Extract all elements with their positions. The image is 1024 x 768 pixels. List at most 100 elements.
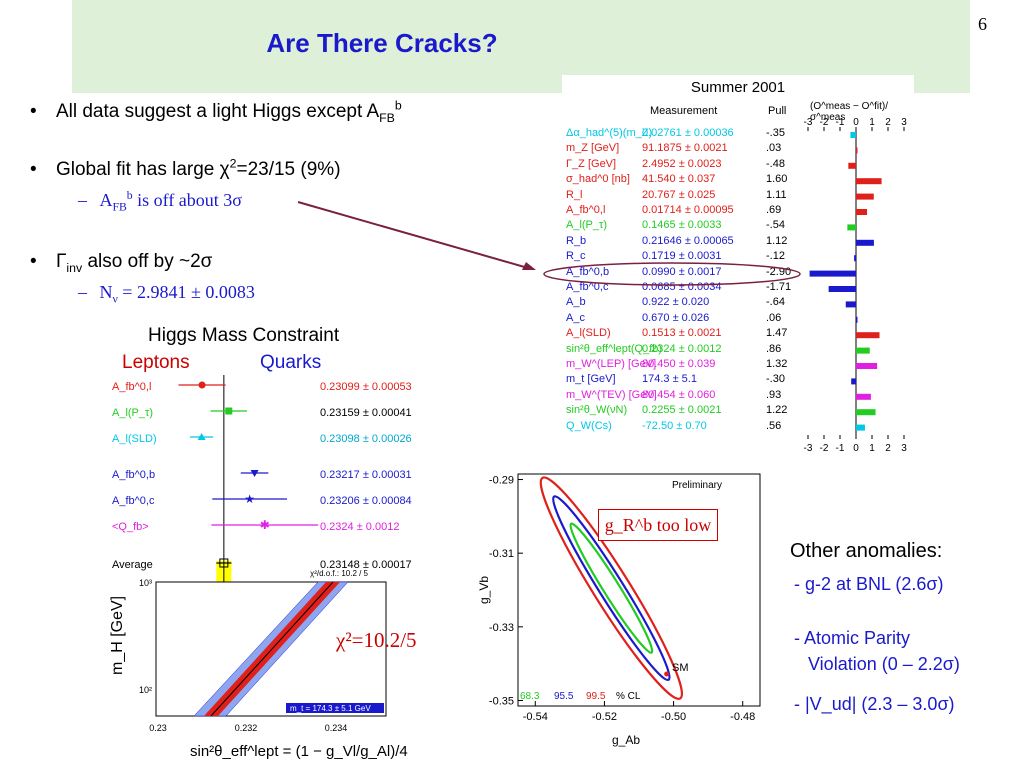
contour-xtick-label: -0.52: [592, 711, 617, 723]
pull-bar: [856, 178, 882, 185]
summer-row-value: 0.21646 ± 0.00065: [642, 234, 734, 247]
pull-axis-tick-bottom: 3: [901, 443, 907, 454]
subbullet-2: – Nν = 2.9841 ± 0.0083: [78, 281, 255, 306]
higgs-marker: [225, 407, 233, 415]
pull-bar: [851, 378, 856, 385]
chi2-dof-label: χ²/d.o.f.: 10.2 / 5: [310, 569, 369, 578]
higgs-marker: ★: [244, 492, 255, 506]
pull-bar: [850, 132, 856, 138]
subbullet-2-text: N: [99, 282, 113, 302]
higgs-row: A_fb^0,c 0.23206 ± 0.00084 ★: [112, 492, 412, 507]
pull-axis-tick-top: -1: [836, 117, 845, 128]
pull-bar: [856, 347, 870, 354]
pull-axis-tick-top: 3: [901, 117, 907, 128]
summer-row-value: 80.454 ± 0.060: [642, 388, 716, 401]
summer-row-pull: -.12: [766, 250, 785, 263]
summer-row-name: R_l: [566, 188, 583, 201]
summer-row-value: 0.922 ± 0.020: [642, 296, 710, 309]
pull-axis-tick-bottom: -3: [804, 443, 813, 454]
summer-row-pull: .06: [766, 311, 782, 324]
summer-row-name: m_W^(LEP) [GeV]: [566, 358, 657, 370]
higgs-row: A_l(SLD) 0.23098 ± 0.00026: [112, 433, 412, 445]
pull-axis-tick-bottom: -2: [820, 443, 829, 454]
summer-row-pull: .69: [766, 204, 782, 216]
summer-row-name: Q_W(Cs): [566, 419, 612, 432]
higgs-row-value: 0.23099 ± 0.00053: [320, 381, 412, 393]
summer-row-name: A_fb^0,c: [566, 281, 609, 293]
contour-xtick-label: -0.54: [523, 711, 548, 723]
summer-row-name: A_l(P_τ): [566, 219, 608, 232]
summer-row: A_b 0.922 ± 0.020 -.64: [562, 296, 912, 311]
summer-row-pull: 1.22: [766, 404, 788, 417]
summer-row-name: A_fb^0,l: [566, 204, 606, 216]
summer-row-pull: 1.32: [766, 358, 788, 370]
bullet-1-text: All data suggest a light Higgs except A: [55, 101, 380, 122]
bullet-2-sup: 2: [229, 156, 237, 171]
higgs-row-label: A_l(SLD): [112, 433, 157, 445]
anomaly-apv-2: Violation (0 – 2.2σ): [808, 654, 960, 674]
pull-axis-tick-top: 1: [869, 117, 875, 128]
mh-band-center: [210, 581, 334, 717]
bullet-dot: •: [30, 159, 37, 180]
arrow-head: [522, 262, 536, 270]
higgs-row-value: 0.23159 ± 0.00041: [320, 407, 412, 419]
contour-xtick-label: -0.48: [730, 711, 755, 723]
contour-axes: -0.54 -0.52 -0.50 -0.48 -0.29 -0.31 -0.33 -0.35: [489, 475, 755, 723]
summer-row: m_W^(TEV) [GeV] 80.454 ± 0.060 .93: [562, 389, 912, 404]
higgs-row-label: A_l(P_τ): [112, 407, 153, 419]
contour-ytick-label: -0.33: [489, 622, 514, 634]
summer-row-pull: 1.47: [766, 327, 788, 340]
bullet-2-text: Global fit has large χ: [55, 159, 230, 180]
higgs-marker: ✱: [260, 518, 270, 532]
pull-axis-tick-bottom: -1: [836, 443, 845, 454]
dash: –: [78, 282, 87, 302]
bullet-1: • All data suggest a light Higgs except …: [30, 99, 402, 124]
summer-row: Δα_had^(5)(m_Z) 0.02761 ± 0.00036 -.35: [562, 127, 912, 142]
summer-row-value: 0.1513 ± 0.0021: [642, 327, 722, 340]
arrow-line: [297, 201, 529, 269]
summer-row-pull: -.64: [766, 296, 785, 309]
pull-bar: [856, 332, 880, 339]
higgs-row: A_fb^0,l 0.23099 ± 0.00053: [112, 381, 412, 393]
bullet-3-text: Γ: [55, 251, 67, 272]
subbullet-1: – AFBb is off about 3σ: [78, 189, 242, 213]
summer-row-name: A_c: [566, 311, 585, 324]
cl-68: 68.3: [520, 691, 540, 702]
pull-bar: [856, 239, 874, 246]
summer-row-name: A_b: [566, 296, 586, 309]
sin2-tick-0.23: 0.23: [149, 723, 167, 733]
contour-ytick-label: -0.35: [489, 695, 514, 707]
summer-row-pull: .86: [766, 342, 782, 355]
summer-row: Q_W(Cs) -72.50 ± 0.70 .56: [562, 420, 912, 435]
pull-axis-tick-top: 0: [853, 117, 859, 128]
summer-row-name: Γ_Z [GeV]: [566, 157, 617, 170]
higgs-marker: [219, 558, 229, 568]
anomaly-apv-1: - Atomic Parity: [794, 628, 911, 648]
higgs-row-label: A_fb^0,l: [112, 381, 151, 393]
summer-row-value: 91.1875 ± 0.0021: [642, 142, 728, 155]
summer-row-pull: -.35: [766, 127, 785, 139]
pull-axis-tick-bottom: 1: [869, 443, 875, 454]
summer-row-pull: .56: [766, 419, 782, 432]
summer-row-pull: .93: [766, 388, 782, 401]
summer-title: Summer 2001: [690, 79, 786, 96]
gr-too-low-box: g_R^b too low: [598, 509, 718, 541]
summer-row-name: sin²θ_eff^lept(Q_fb): [566, 342, 663, 355]
higgs-row-label: A_fb^0,b: [112, 469, 155, 481]
summer-row-value: 0.670 ± 0.026: [642, 311, 710, 324]
contour-xtick-label: -0.50: [661, 711, 686, 723]
summer-row: σ_had^0 [nb] 41.540 ± 0.037 1.60: [562, 173, 912, 188]
bullet-3: • Γinv also off by ~2σ: [30, 250, 212, 274]
pull-axis-tick-top: -2: [820, 117, 829, 128]
higgs-row-label: <Q_fb>: [112, 521, 149, 533]
subbullet-2-sub: ν: [112, 292, 118, 306]
pull-bar: [856, 363, 878, 369]
pull-axis-tick-bottom: 0: [853, 443, 859, 454]
oval: [543, 262, 801, 286]
bullet-dot: •: [30, 251, 37, 272]
summer-row-value: 20.767 ± 0.025: [642, 188, 716, 201]
pull-bar: [809, 270, 856, 277]
anomaly-vud: - |V_ud| (2.3 – 3.0σ): [794, 694, 955, 714]
